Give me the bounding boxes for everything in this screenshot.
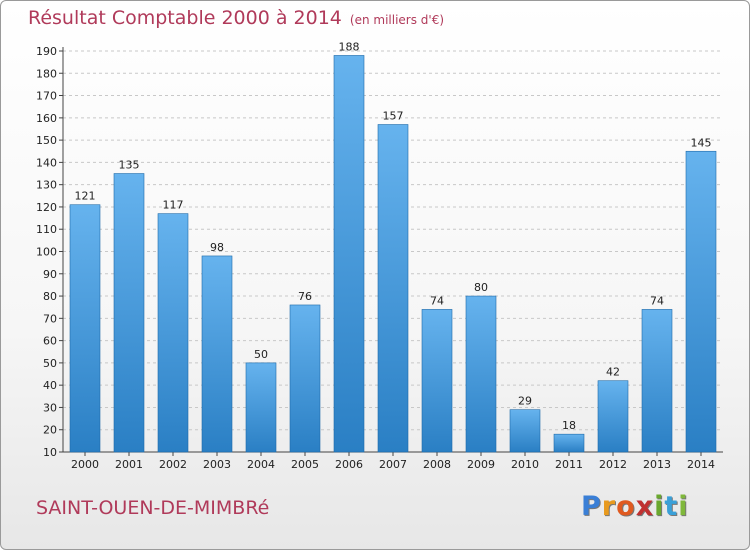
data-label: 121 bbox=[75, 190, 96, 203]
data-label: 42 bbox=[606, 366, 620, 379]
town-name: SAINT-OUEN-DE-MIMBRé bbox=[36, 497, 270, 519]
x-tick-labels: 2000 2001 2002 2003 2004 2005 2006 2007 2008 2009… bbox=[71, 458, 715, 471]
data-label: 29 bbox=[518, 395, 532, 408]
x-tick-label: 2010 bbox=[511, 458, 539, 471]
bar bbox=[69, 204, 101, 453]
x-tick-label: 2005 bbox=[291, 458, 319, 471]
logo-letter: x bbox=[635, 491, 655, 522]
x-tick-label: 2009 bbox=[467, 458, 495, 471]
x-tick-label: 2011 bbox=[555, 458, 583, 471]
y-tick-label: 40 bbox=[43, 379, 57, 392]
x-tick-label: 2008 bbox=[423, 458, 451, 471]
y-tick-label: 10 bbox=[43, 446, 57, 459]
data-label: 157 bbox=[383, 110, 404, 123]
data-label: 135 bbox=[119, 159, 140, 172]
logo-letter: o bbox=[616, 491, 636, 522]
data-label: 74 bbox=[650, 294, 664, 307]
data-label: 145 bbox=[691, 136, 712, 149]
bar bbox=[597, 380, 629, 453]
proxiti-logo[interactable]: Proxiti bbox=[581, 491, 689, 522]
logo-letter: r bbox=[601, 491, 617, 522]
x-tick-label: 2000 bbox=[71, 458, 99, 471]
data-label: 76 bbox=[298, 290, 312, 303]
bars bbox=[69, 55, 717, 453]
y-tick-label: 60 bbox=[43, 335, 57, 348]
x-tick-label: 2006 bbox=[335, 458, 363, 471]
y-tick-label: 160 bbox=[36, 112, 57, 125]
logo-letter: i bbox=[654, 491, 665, 522]
bar bbox=[289, 304, 321, 453]
x-tick-label: 2012 bbox=[599, 458, 627, 471]
y-tick-label: 170 bbox=[36, 90, 57, 103]
y-tick-label: 150 bbox=[36, 134, 57, 147]
data-label: 18 bbox=[562, 419, 576, 432]
data-label: 50 bbox=[254, 348, 268, 361]
bar bbox=[245, 362, 277, 453]
data-label: 117 bbox=[163, 199, 184, 212]
y-tick-label: 110 bbox=[36, 223, 57, 236]
x-tick-label: 2007 bbox=[379, 458, 407, 471]
logo-letter: i bbox=[678, 491, 689, 522]
y-tick-label: 70 bbox=[43, 312, 57, 325]
logo-letter: t bbox=[664, 491, 679, 522]
y-tick-label: 80 bbox=[43, 290, 57, 303]
x-tick-label: 2002 bbox=[159, 458, 187, 471]
data-label: 74 bbox=[430, 294, 444, 307]
y-tick-label: 140 bbox=[36, 156, 57, 169]
y-tick-label: 20 bbox=[43, 424, 57, 437]
x-tick-label: 2001 bbox=[115, 458, 143, 471]
x-tick-label: 2003 bbox=[203, 458, 231, 471]
bar bbox=[553, 433, 585, 453]
bar bbox=[201, 255, 233, 453]
bar bbox=[509, 409, 541, 453]
y-tick-label: 120 bbox=[36, 201, 57, 214]
y-tick-labels: 10 20 30 40 50 60 70 80 90 100 110 120 130 140 150 160 1… bbox=[36, 45, 57, 459]
data-labels: 121 135 117 98 50 76 188 157 74 80 29 18 42 74 145 bbox=[75, 40, 712, 432]
x-tick-label: 2013 bbox=[643, 458, 671, 471]
bar bbox=[113, 173, 145, 453]
unit-label: (en milliers d'€) bbox=[349, 13, 445, 27]
bar bbox=[465, 295, 497, 453]
data-label: 188 bbox=[339, 40, 360, 53]
bar bbox=[333, 55, 365, 453]
x-tick-label: 2004 bbox=[247, 458, 275, 471]
chart-title: Résultat Comptable 2000 à 2014 (en millie… bbox=[28, 7, 444, 29]
bar bbox=[377, 124, 409, 453]
y-tick-label: 30 bbox=[43, 401, 57, 414]
bar bbox=[421, 309, 453, 453]
logo-letter: P bbox=[581, 491, 602, 522]
data-label: 98 bbox=[210, 241, 224, 254]
x-tick-label: 2014 bbox=[687, 458, 715, 471]
y-tick-label: 190 bbox=[36, 45, 57, 58]
title-text: Résultat Comptable 2000 à 2014 bbox=[28, 7, 342, 29]
y-tick-label: 130 bbox=[36, 179, 57, 192]
y-tick-label: 50 bbox=[43, 357, 57, 370]
bar bbox=[685, 150, 717, 453]
y-tick-label: 180 bbox=[36, 67, 57, 80]
data-label: 80 bbox=[474, 281, 488, 294]
bar bbox=[157, 213, 189, 453]
y-tick-label: 100 bbox=[36, 246, 57, 259]
bar bbox=[641, 309, 673, 453]
y-tick-label: 90 bbox=[43, 268, 57, 281]
